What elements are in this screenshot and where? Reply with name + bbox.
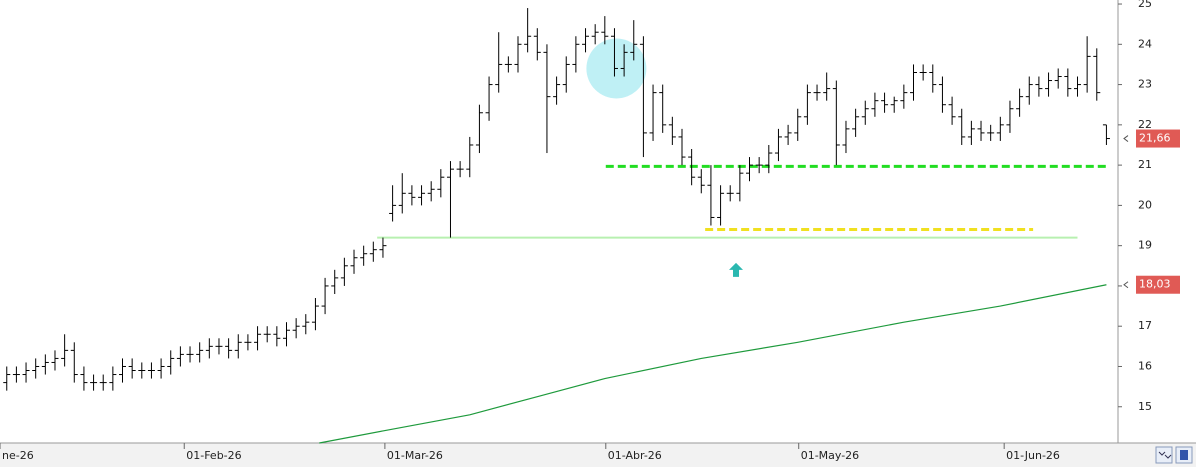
y-tick-label: 17 — [1138, 319, 1152, 332]
price-marker — [1123, 281, 1129, 289]
zoom-icon — [1158, 451, 1172, 459]
moving-average — [319, 284, 1107, 444]
x-tick-label: 01-Jun-26 — [1006, 449, 1060, 462]
annotation-arrow — [729, 262, 744, 277]
x-tick-label: ne-26 — [2, 449, 34, 462]
y-tick-label: 22 — [1138, 118, 1152, 131]
y-tick-label: 23 — [1138, 78, 1152, 91]
price-label: 18,03 — [1139, 278, 1171, 291]
x-tick-label: 01-Mar-26 — [387, 449, 443, 462]
y-tick-label: 15 — [1138, 400, 1152, 413]
y-tick-label: 19 — [1138, 239, 1152, 252]
y-tick-label: 20 — [1138, 198, 1152, 211]
zoom-button[interactable] — [1155, 446, 1173, 464]
y-tick-label: 16 — [1138, 359, 1152, 372]
y-tick-label: 21 — [1138, 158, 1152, 171]
y-tick-label: 25 — [1138, 0, 1152, 10]
x-tick-label: 01-Abr-26 — [608, 449, 662, 462]
save-icon — [1180, 450, 1188, 460]
y-tick-label: 24 — [1138, 37, 1152, 50]
price-label-box — [1136, 275, 1180, 294]
price-marker — [1123, 135, 1129, 142]
x-axis-strip — [0, 443, 1196, 467]
price-label: 21,66 — [1139, 132, 1171, 145]
x-tick-label: 01-May-26 — [801, 449, 859, 462]
x-tick-label: 01-Feb-26 — [186, 449, 241, 462]
price-label-box — [1136, 129, 1180, 148]
